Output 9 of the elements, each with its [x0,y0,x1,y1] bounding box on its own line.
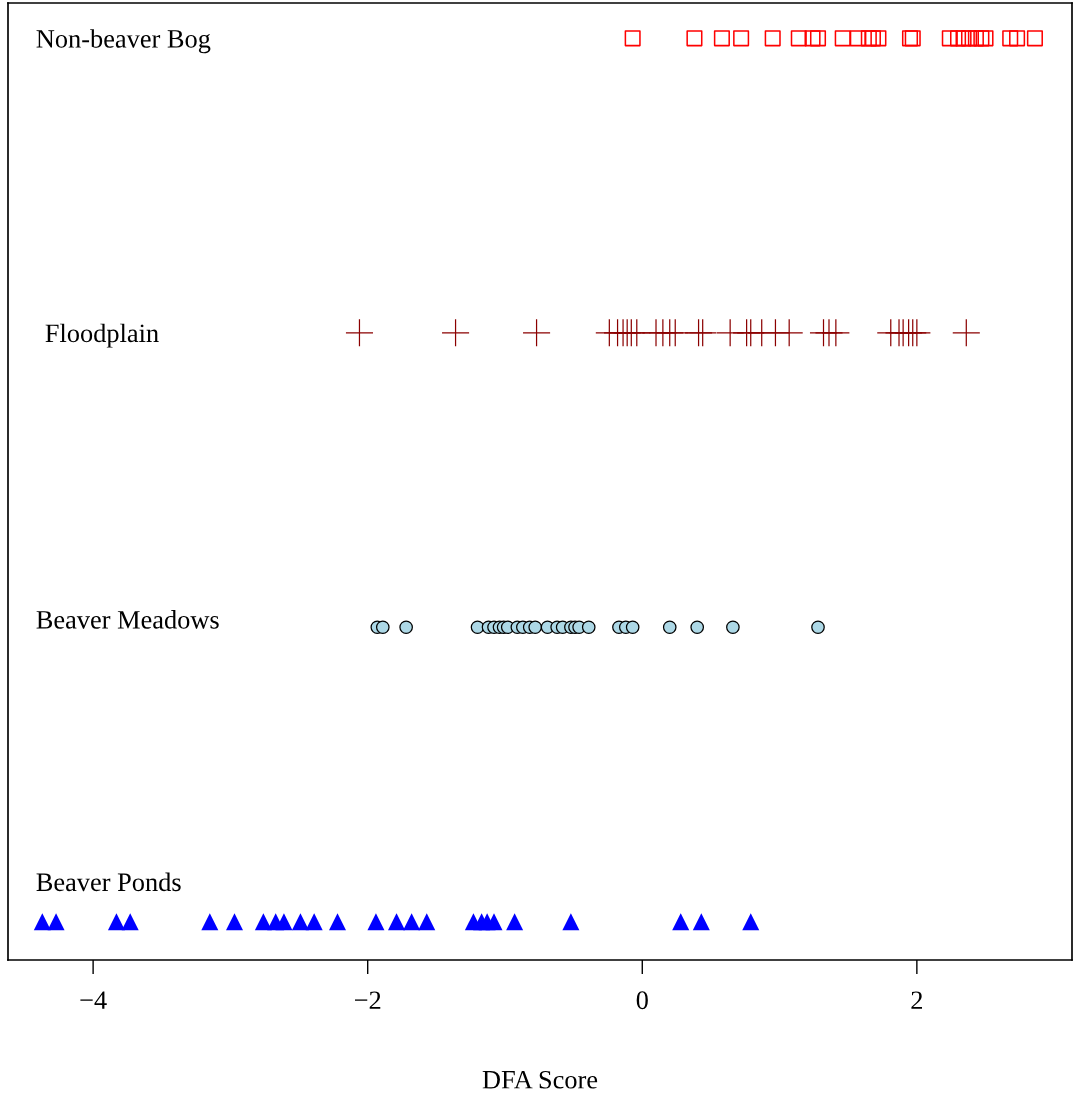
x-tick-label: 0 [636,991,648,1010]
y-tick-label: Beaver Meadows [36,610,219,629]
x-axis-title: DFA Score [482,1070,598,1089]
y-tick-label: Beaver Ponds [36,872,181,892]
x-tick-label: −4 [80,991,107,1009]
y-tick-label: Floodplain [45,323,159,348]
y-tick-label: Non-beaver Bog [36,29,211,54]
x-tick-label: 2 [911,991,922,1009]
x-tick-label: −2 [354,991,381,1009]
